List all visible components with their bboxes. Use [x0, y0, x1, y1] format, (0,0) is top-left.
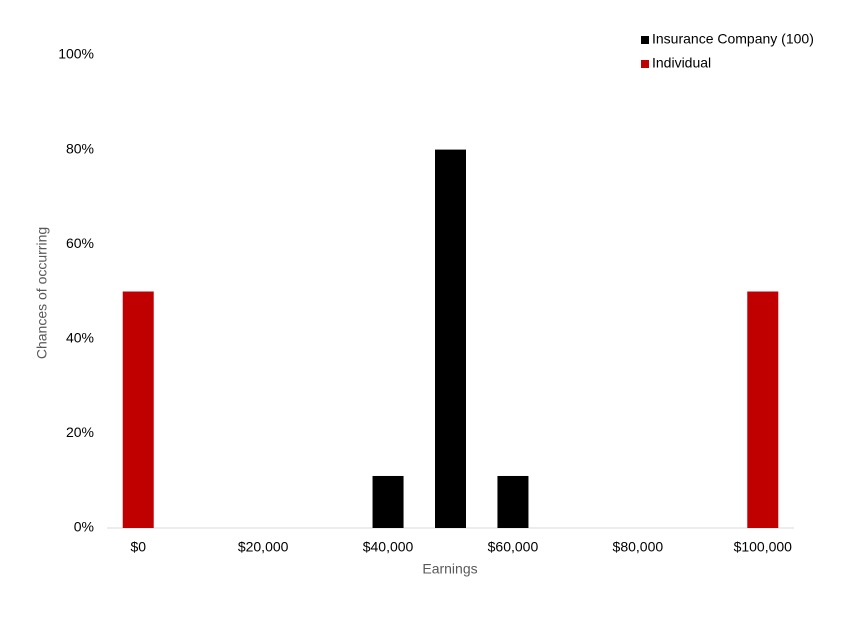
legend-label: Insurance Company (100): [652, 31, 814, 47]
x-tick-label: $0: [130, 539, 146, 555]
x-tick-label: $60,000: [488, 539, 539, 555]
bar: [747, 291, 779, 528]
bar: [497, 475, 529, 528]
x-tick-label: $40,000: [363, 539, 414, 555]
legend-label: Individual: [652, 55, 711, 71]
legend-swatch: [641, 36, 649, 44]
x-tick-label: $100,000: [734, 539, 793, 555]
y-tick-label: 100%: [58, 46, 94, 62]
y-tick-label: 40%: [66, 330, 94, 346]
bar: [435, 149, 466, 528]
legend-swatch: [641, 60, 649, 68]
y-tick-label: 80%: [66, 140, 94, 156]
y-tick-label: 20%: [66, 424, 94, 440]
y-tick-label: 60%: [66, 235, 94, 251]
x-tick-label: $20,000: [238, 539, 289, 555]
bar: [372, 475, 404, 528]
y-tick-label: 0%: [74, 519, 94, 535]
y-axis-title: Chances of occurring: [34, 227, 50, 359]
bar: [122, 291, 154, 528]
x-axis-title: Earnings: [422, 561, 477, 577]
x-tick-label: $80,000: [613, 539, 664, 555]
